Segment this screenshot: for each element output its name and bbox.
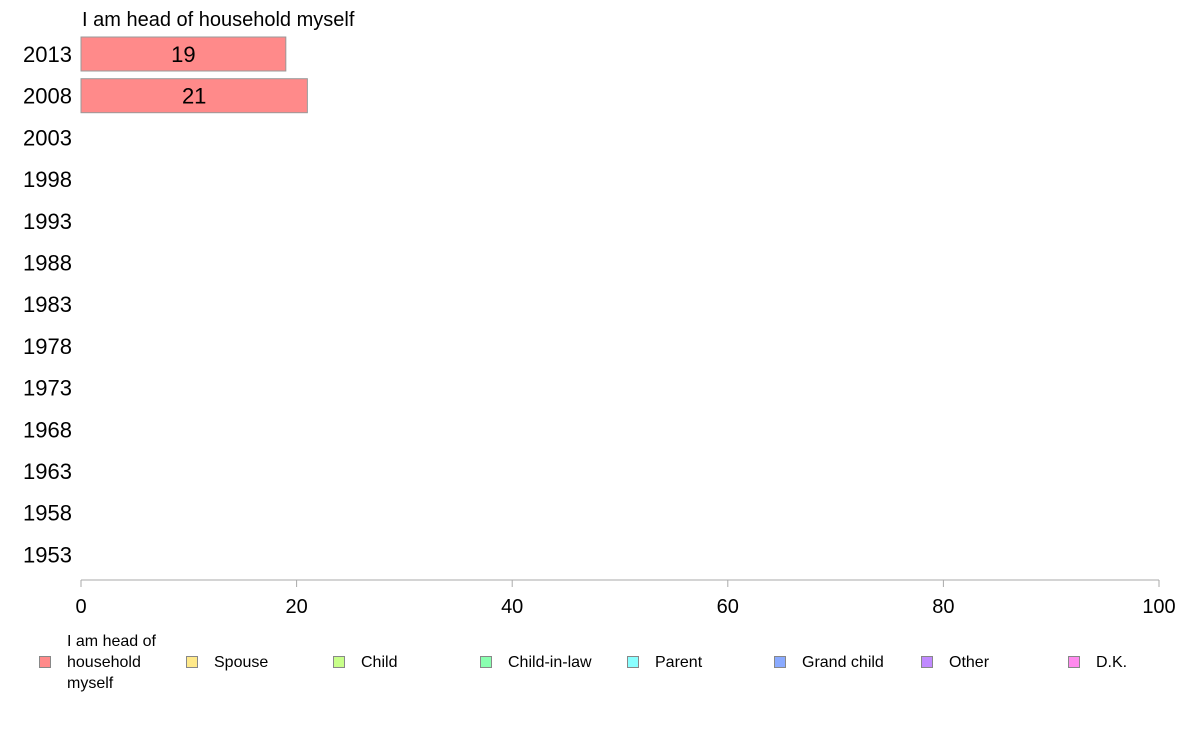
legend-swatch xyxy=(480,656,492,668)
chart-title: I am head of household myself xyxy=(82,9,355,31)
y-tick-label: 1983 xyxy=(23,292,72,317)
x-tick-label: 80 xyxy=(932,596,954,618)
y-tick-label: 1953 xyxy=(23,542,72,567)
y-tick-label: 1973 xyxy=(23,376,72,401)
y-tick-label: 1993 xyxy=(23,209,72,234)
y-tick-label: 2003 xyxy=(23,125,72,150)
legend-label: Child-in-law xyxy=(508,653,592,671)
legend-item: Grand child xyxy=(774,628,884,696)
legend-swatch xyxy=(39,656,51,668)
y-tick-label: 2013 xyxy=(23,42,72,67)
y-tick-label: 1978 xyxy=(23,334,72,359)
legend-swatch xyxy=(774,656,786,668)
legend-item: Parent xyxy=(627,628,702,696)
x-tick-label: 20 xyxy=(285,596,307,618)
y-tick-label: 1988 xyxy=(23,251,72,276)
legend-swatch xyxy=(186,656,198,668)
x-axis: 0 20 40 60 80 100 xyxy=(75,579,1176,618)
legend-label: Child xyxy=(361,653,398,671)
legend-item: Other xyxy=(921,628,989,696)
legend-label: Other xyxy=(949,653,990,671)
legend-swatch xyxy=(921,656,933,668)
legend: I am head of household myself Spouse Child… xyxy=(0,628,1188,708)
bar xyxy=(80,78,308,114)
legend-label: D.K. xyxy=(1096,653,1128,671)
y-tick-label: 1998 xyxy=(23,167,72,192)
legend-label: Spouse xyxy=(214,653,269,671)
x-tick-label: 100 xyxy=(1142,596,1175,618)
y-tick-label: 1958 xyxy=(23,501,72,526)
legend-swatch xyxy=(1068,656,1080,668)
bar-value-label: 21 xyxy=(182,84,206,109)
y-tick-label: 2008 xyxy=(23,84,72,109)
legend-label: Grand child xyxy=(802,653,884,671)
x-tick-label: 60 xyxy=(717,596,739,618)
bar-value-label: 19 xyxy=(171,42,195,67)
legend-item: Child-in-law xyxy=(480,628,592,696)
y-tick-label: 1963 xyxy=(23,459,72,484)
y-axis-labels: 2013 2008 2003 1998 1993 1988 1983 1978 1973 1968… xyxy=(23,42,72,567)
legend-item: I am head of household myself xyxy=(39,628,179,696)
legend-label: I am head of household myself xyxy=(67,632,156,692)
legend-swatch xyxy=(333,656,345,668)
x-tick-label: 0 xyxy=(75,596,86,618)
legend-item: D.K. xyxy=(1068,628,1127,696)
legend-item: Child xyxy=(333,628,397,696)
legend-swatch xyxy=(627,656,639,668)
legend-label: Parent xyxy=(655,653,703,671)
legend-item: Spouse xyxy=(186,628,268,696)
x-tick-label: 40 xyxy=(501,596,523,618)
y-tick-label: 1968 xyxy=(23,417,72,442)
bar xyxy=(80,36,287,72)
